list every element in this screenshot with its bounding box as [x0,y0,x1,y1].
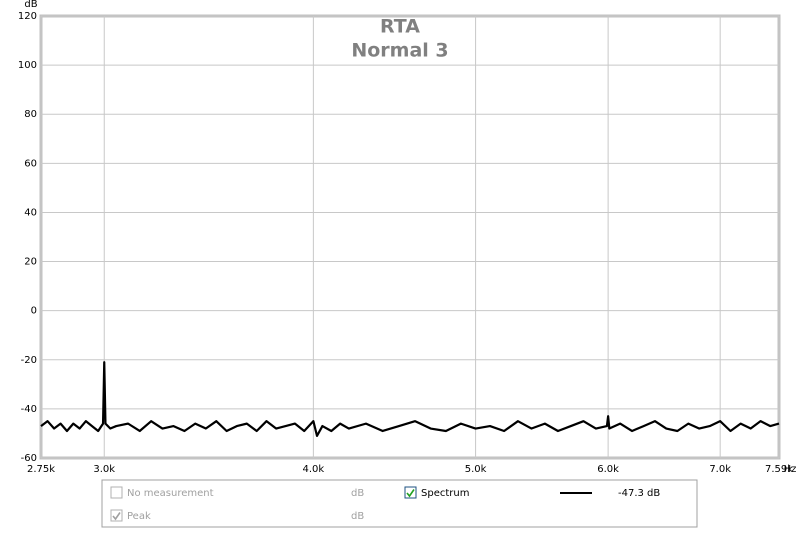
y-tick-label: 0 [31,306,37,317]
x-tick-label: 5.0k [465,464,487,475]
y-axis-unit: dB [24,0,37,10]
legend-readout: dB [351,488,364,499]
legend-label: Peak [127,511,151,522]
legend-checkbox[interactable] [110,486,123,499]
y-tick-label: 60 [24,158,37,169]
y-tick-label: 100 [18,60,37,71]
legend-readout: -47.3 dB [618,488,660,499]
x-tick-label: 7.0k [709,464,731,475]
y-tick-label: -40 [21,404,37,415]
legend-label: No measurement [127,488,214,499]
y-tick-label: -60 [21,453,37,464]
y-tick-label: 120 [18,11,37,22]
y-tick-label: 80 [24,109,37,120]
y-tick-label: 40 [24,207,37,218]
x-tick-label: 4.0k [303,464,325,475]
legend-checkbox[interactable] [110,509,123,522]
data-line [40,361,780,437]
x-axis-unit: Hz [784,464,797,475]
legend-readout: dB [351,511,364,522]
legend-checkmark [112,512,121,521]
legend-checkbox[interactable] [404,486,417,499]
y-tick-label: -20 [21,355,37,366]
chart-subtitle: Normal 3 [351,40,448,62]
x-tick-label: 3.0k [93,464,115,475]
legend-checkmark [406,489,415,498]
x-tick-label: 2.75k [27,464,55,475]
x-tick-label: 6.0k [597,464,619,475]
legend-label: Spectrum [421,488,469,499]
x-tick-label: 7.59k [765,464,793,475]
plot-frame [39,14,781,460]
y-tick-label: 20 [24,257,37,268]
legend-panel [101,479,698,528]
chart-title: RTA [380,16,420,38]
